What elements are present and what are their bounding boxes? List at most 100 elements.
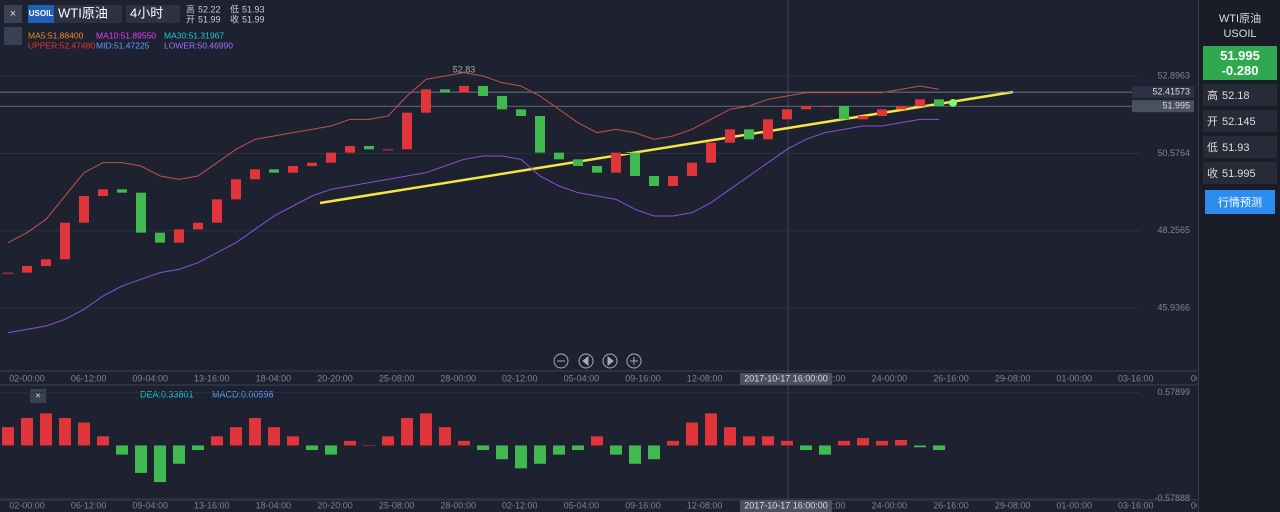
macd-bar (401, 417, 413, 446)
x-tick-label: 29-08:00 (995, 373, 1031, 383)
price-tag (1132, 86, 1194, 99)
candle (174, 229, 184, 243)
macd-bar (743, 436, 755, 446)
macd-bar (325, 445, 337, 455)
candle (98, 189, 108, 196)
price-box: 51.995 -0.280 (1203, 46, 1277, 80)
period: 4小时 (130, 5, 163, 20)
x-tick-label: 03-16:00 (1118, 373, 1154, 383)
x-tick-label: 25-08:00 (379, 500, 415, 510)
candle (687, 162, 697, 176)
macd-bar (135, 445, 147, 473)
ohlc-value: 51.93 (242, 4, 265, 14)
candle (877, 109, 887, 116)
close-icon: × (35, 390, 40, 400)
x-tick-label: 01-00:00 (1056, 500, 1092, 510)
macd-bar (724, 427, 736, 446)
macd-bar (173, 445, 185, 464)
candle (516, 109, 526, 116)
macd-bar (648, 445, 660, 460)
x-tick-label: 01-00:00 (1056, 373, 1092, 383)
ohlc-label: 收 (230, 13, 239, 24)
macd-bar (914, 445, 926, 448)
quote-label: 收 (1207, 168, 1218, 180)
macd-bar (876, 440, 888, 446)
candle (801, 106, 811, 110)
x-tick-label: 06- (1191, 500, 1197, 510)
scroll-end[interactable] (602, 353, 618, 369)
y-tick-label: 52.8963 (1157, 70, 1190, 80)
candle (630, 152, 640, 176)
macd-bar (287, 436, 299, 446)
macd-bar (933, 445, 945, 451)
candle (402, 112, 412, 150)
close-button[interactable] (4, 5, 22, 23)
macd-bar (857, 438, 869, 446)
x-tick-label: 18-04:00 (256, 373, 292, 383)
macd-bar (667, 440, 679, 446)
candle (383, 149, 393, 151)
zoom-out[interactable] (553, 353, 569, 369)
indicator: UPPER:52.47480 (28, 40, 95, 50)
macd-bar (268, 427, 280, 446)
x-tick-label: 09-16:00 (625, 373, 661, 383)
draw-tool-button[interactable] (4, 27, 22, 45)
candle (763, 119, 773, 140)
candle (155, 232, 165, 243)
indicator: MA10:51.89550 (96, 30, 156, 40)
scroll-start[interactable] (578, 353, 594, 369)
crosshair-tag (740, 500, 832, 512)
quote-label: 高 (1207, 90, 1218, 102)
crosshair-label: 2017-10-17 16:00:00 (744, 500, 828, 510)
candle (858, 116, 868, 120)
x-tick-label: 02-12:00 (502, 373, 538, 383)
macd-bar (192, 445, 204, 451)
x-tick-label: 09-04:00 (132, 500, 168, 510)
macd-bar (97, 436, 109, 446)
side-name: WTI原油 (1218, 13, 1262, 25)
candle (725, 129, 735, 143)
symbol-select[interactable] (54, 5, 122, 23)
candle (22, 266, 32, 273)
macd-bar (591, 436, 603, 446)
macd-bar (59, 417, 71, 446)
quote-row: 低 51.93 (1203, 136, 1277, 158)
ohlc-label: 低 (230, 3, 239, 14)
macd-bar (116, 445, 128, 455)
icon (607, 355, 614, 367)
macd-label: DEA:0.33801 (140, 389, 194, 399)
x-tick-label: 05-04:00 (564, 500, 600, 510)
chart-bg (0, 0, 1197, 512)
candle (231, 179, 241, 200)
indicator: MID:51.47225 (96, 40, 150, 50)
candle (554, 152, 564, 160)
candle (136, 192, 146, 233)
quote-value: 52.18 (1222, 90, 1250, 102)
period-select[interactable] (126, 5, 180, 23)
candle (668, 176, 678, 186)
crosshair-tag (740, 373, 832, 385)
x-tick-label: 20-20:00 (317, 500, 353, 510)
y-tick-label: 50.5764 (1157, 148, 1190, 158)
badge-text: USOIL (29, 9, 54, 18)
macd-bar (230, 427, 242, 446)
side-panel: WTI原油 USOIL 51.995 -0.280 高 52.18 开 52.145 低… (1198, 0, 1280, 512)
candle (706, 142, 716, 163)
x-tick-label: 29-08:00 (995, 500, 1031, 510)
quote-value: 52.145 (1222, 116, 1256, 128)
macd-bar (496, 445, 508, 460)
zoom-in[interactable] (626, 353, 642, 369)
crosshair-label: 2017-10-17 16:00:00 (744, 373, 828, 383)
candle (782, 109, 792, 120)
ohlc-value: 51.99 (242, 14, 265, 24)
x-tick-label: 25-08:00 (379, 373, 415, 383)
macd-bar (477, 445, 489, 451)
macd-bar (895, 439, 907, 446)
zoom-controls[interactable] (553, 353, 642, 369)
price-tag-label: 52.41573 (1152, 87, 1190, 97)
candle (459, 86, 469, 93)
candle (440, 89, 450, 93)
lower-band (7, 118, 939, 334)
y-tick-label: 48.2565 (1157, 225, 1190, 235)
forecast-button[interactable]: 行情预测 (1205, 190, 1275, 214)
